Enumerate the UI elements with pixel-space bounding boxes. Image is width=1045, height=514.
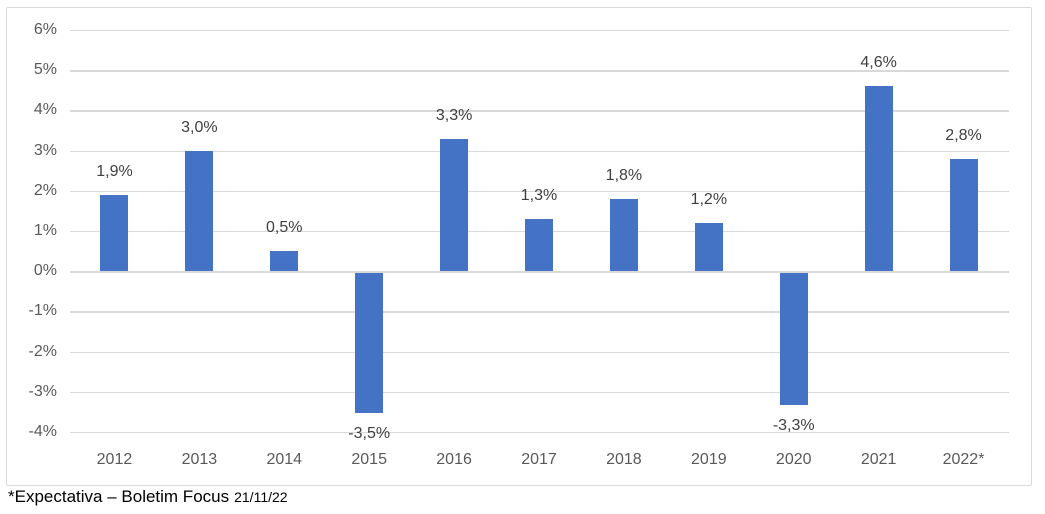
bar-value-label: 1,3% bbox=[520, 186, 558, 204]
y-axis-tick: -1% bbox=[28, 302, 57, 320]
bar-value-label: 3,3% bbox=[435, 106, 473, 124]
bar-value-label: 1,2% bbox=[690, 190, 728, 208]
bar-value-label: 0,5% bbox=[266, 219, 303, 237]
x-axis-label: 2021 bbox=[860, 451, 897, 468]
bar-value-label: 4,6% bbox=[860, 54, 897, 72]
y-axis-tick: 5% bbox=[33, 61, 57, 79]
gridline bbox=[70, 70, 1009, 72]
bar-value-label: 3,0% bbox=[181, 118, 218, 136]
y-axis-tick: 4% bbox=[33, 101, 57, 119]
x-axis-label: 2019 bbox=[691, 451, 727, 468]
gridline bbox=[70, 432, 1009, 434]
bar-value-label: -3,5% bbox=[348, 425, 391, 443]
y-axis-tick: 3% bbox=[33, 141, 57, 159]
y-axis-tick: 0% bbox=[33, 262, 57, 280]
footnote: *Expectativa – Boletim Focus 21/11/22 bbox=[8, 487, 288, 507]
x-axis-label: 2017 bbox=[521, 451, 557, 468]
bar-2015 bbox=[355, 272, 384, 414]
bar-2021 bbox=[864, 86, 893, 272]
gridline bbox=[70, 351, 1009, 353]
y-axis-tick: 2% bbox=[33, 181, 57, 199]
bar-2014 bbox=[270, 251, 299, 272]
x-axis-label: 2020 bbox=[775, 451, 812, 468]
y-axis-tick: -3% bbox=[28, 382, 57, 400]
bar-value-label: -3,3% bbox=[772, 417, 815, 435]
x-axis-label: 2013 bbox=[181, 451, 218, 468]
bar-2018 bbox=[609, 198, 638, 272]
x-axis-label: 2022* bbox=[942, 451, 985, 468]
y-axis-tick: 1% bbox=[33, 222, 57, 239]
bar-value-label: 1,9% bbox=[96, 162, 133, 180]
bar-2016 bbox=[440, 138, 469, 272]
bar-2012 bbox=[100, 194, 129, 272]
bar-2020 bbox=[779, 272, 808, 406]
x-axis-label: 2014 bbox=[266, 451, 303, 468]
y-axis-tick: 6% bbox=[33, 21, 57, 38]
y-axis-tick: -4% bbox=[28, 423, 57, 440]
chart-border bbox=[6, 7, 1032, 486]
x-axis-label: 2012 bbox=[96, 451, 133, 468]
x-axis-label: 2015 bbox=[351, 451, 387, 468]
bar-value-label: 1,8% bbox=[605, 166, 643, 184]
gridline bbox=[70, 190, 1009, 193]
gridline bbox=[70, 311, 1009, 313]
gridline bbox=[70, 271, 1009, 273]
x-axis-label: 2016 bbox=[436, 451, 472, 468]
gridline bbox=[70, 150, 1009, 152]
gridline bbox=[70, 110, 1009, 112]
bar-2017 bbox=[525, 218, 553, 272]
x-axis-label: 2018 bbox=[606, 451, 642, 468]
bar-value-label: 2,8% bbox=[945, 126, 982, 144]
footnote-text: *Expectativa – Boletim Focus bbox=[8, 487, 230, 506]
gridline bbox=[70, 391, 1009, 394]
bar-2019 bbox=[694, 222, 723, 272]
y-axis-tick: -2% bbox=[28, 342, 57, 360]
footnote-date: 21/11/22 bbox=[234, 489, 288, 505]
bar-2013 bbox=[185, 150, 214, 272]
gridline bbox=[70, 30, 1009, 32]
bar-2022* bbox=[949, 158, 978, 272]
